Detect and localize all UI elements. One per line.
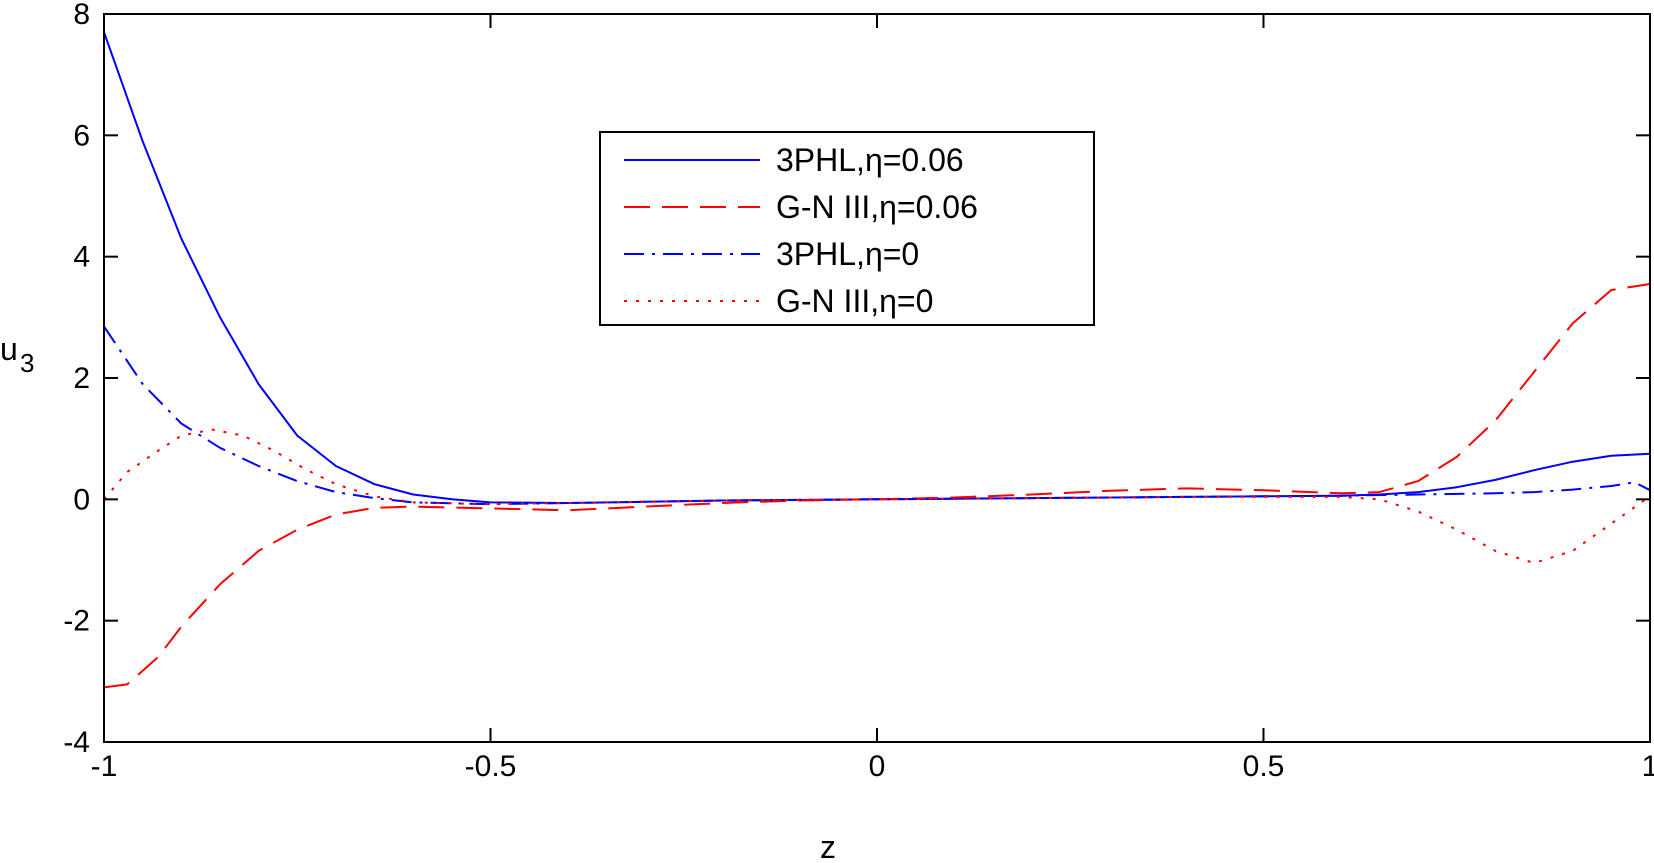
x-axis-label: z <box>820 829 836 863</box>
legend-label-1: 3PHL,η=0.06 <box>776 142 964 178</box>
x-tick-label: 0 <box>869 750 886 783</box>
y-tick-label: 0 <box>73 483 90 516</box>
series-line-3 <box>103 325 1651 506</box>
x-tick-label: -1 <box>91 750 118 783</box>
y-tick-label: -4 <box>63 726 90 759</box>
y-tick-label: 8 <box>73 0 90 31</box>
y-tick-label: 2 <box>73 362 90 395</box>
legend: 3PHL,η=0.06 G-N III,η=0.06 3PHL,η=0 G-N III… <box>599 131 1095 326</box>
plot-area <box>104 14 1650 742</box>
legend-label-3: 3PHL,η=0 <box>776 236 919 272</box>
y-tick-label: 4 <box>73 241 90 274</box>
y-axis-label-main: u <box>0 331 18 367</box>
x-tick-label: -0.5 <box>465 750 517 783</box>
y-tick-label: -2 <box>63 605 90 638</box>
y-axis-label-subscript: 3 <box>20 348 34 378</box>
y-tick-label: 6 <box>73 119 90 152</box>
y-axis-label: u 3 <box>0 331 34 378</box>
ticks-layer: -1 -0.5 0 0.5 1 -4 -2 0 2 4 6 8 <box>63 0 1654 783</box>
legend-label-4: G-N III,η=0 <box>776 283 933 319</box>
legend-box <box>599 131 1095 326</box>
x-tick-label: 0.5 <box>1243 750 1285 783</box>
x-tick-label: 1 <box>1642 750 1654 783</box>
legend-label-2: G-N III,η=0.06 <box>776 189 978 225</box>
series-layer <box>103 31 1651 689</box>
